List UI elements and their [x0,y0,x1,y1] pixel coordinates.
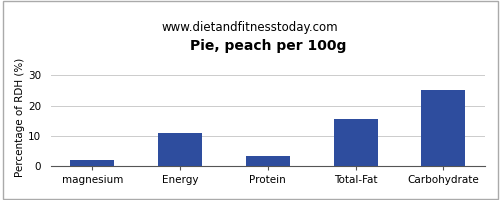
Bar [422,90,466,166]
Bar [246,156,290,166]
Text: www.dietandfitnesstoday.com: www.dietandfitnesstoday.com [162,21,338,34]
Bar [70,160,114,166]
Title: Pie, peach per 100g: Pie, peach per 100g [190,39,346,53]
Y-axis label: Percentage of RDH (%): Percentage of RDH (%) [15,58,25,177]
Bar [334,119,378,166]
Bar [158,133,202,166]
